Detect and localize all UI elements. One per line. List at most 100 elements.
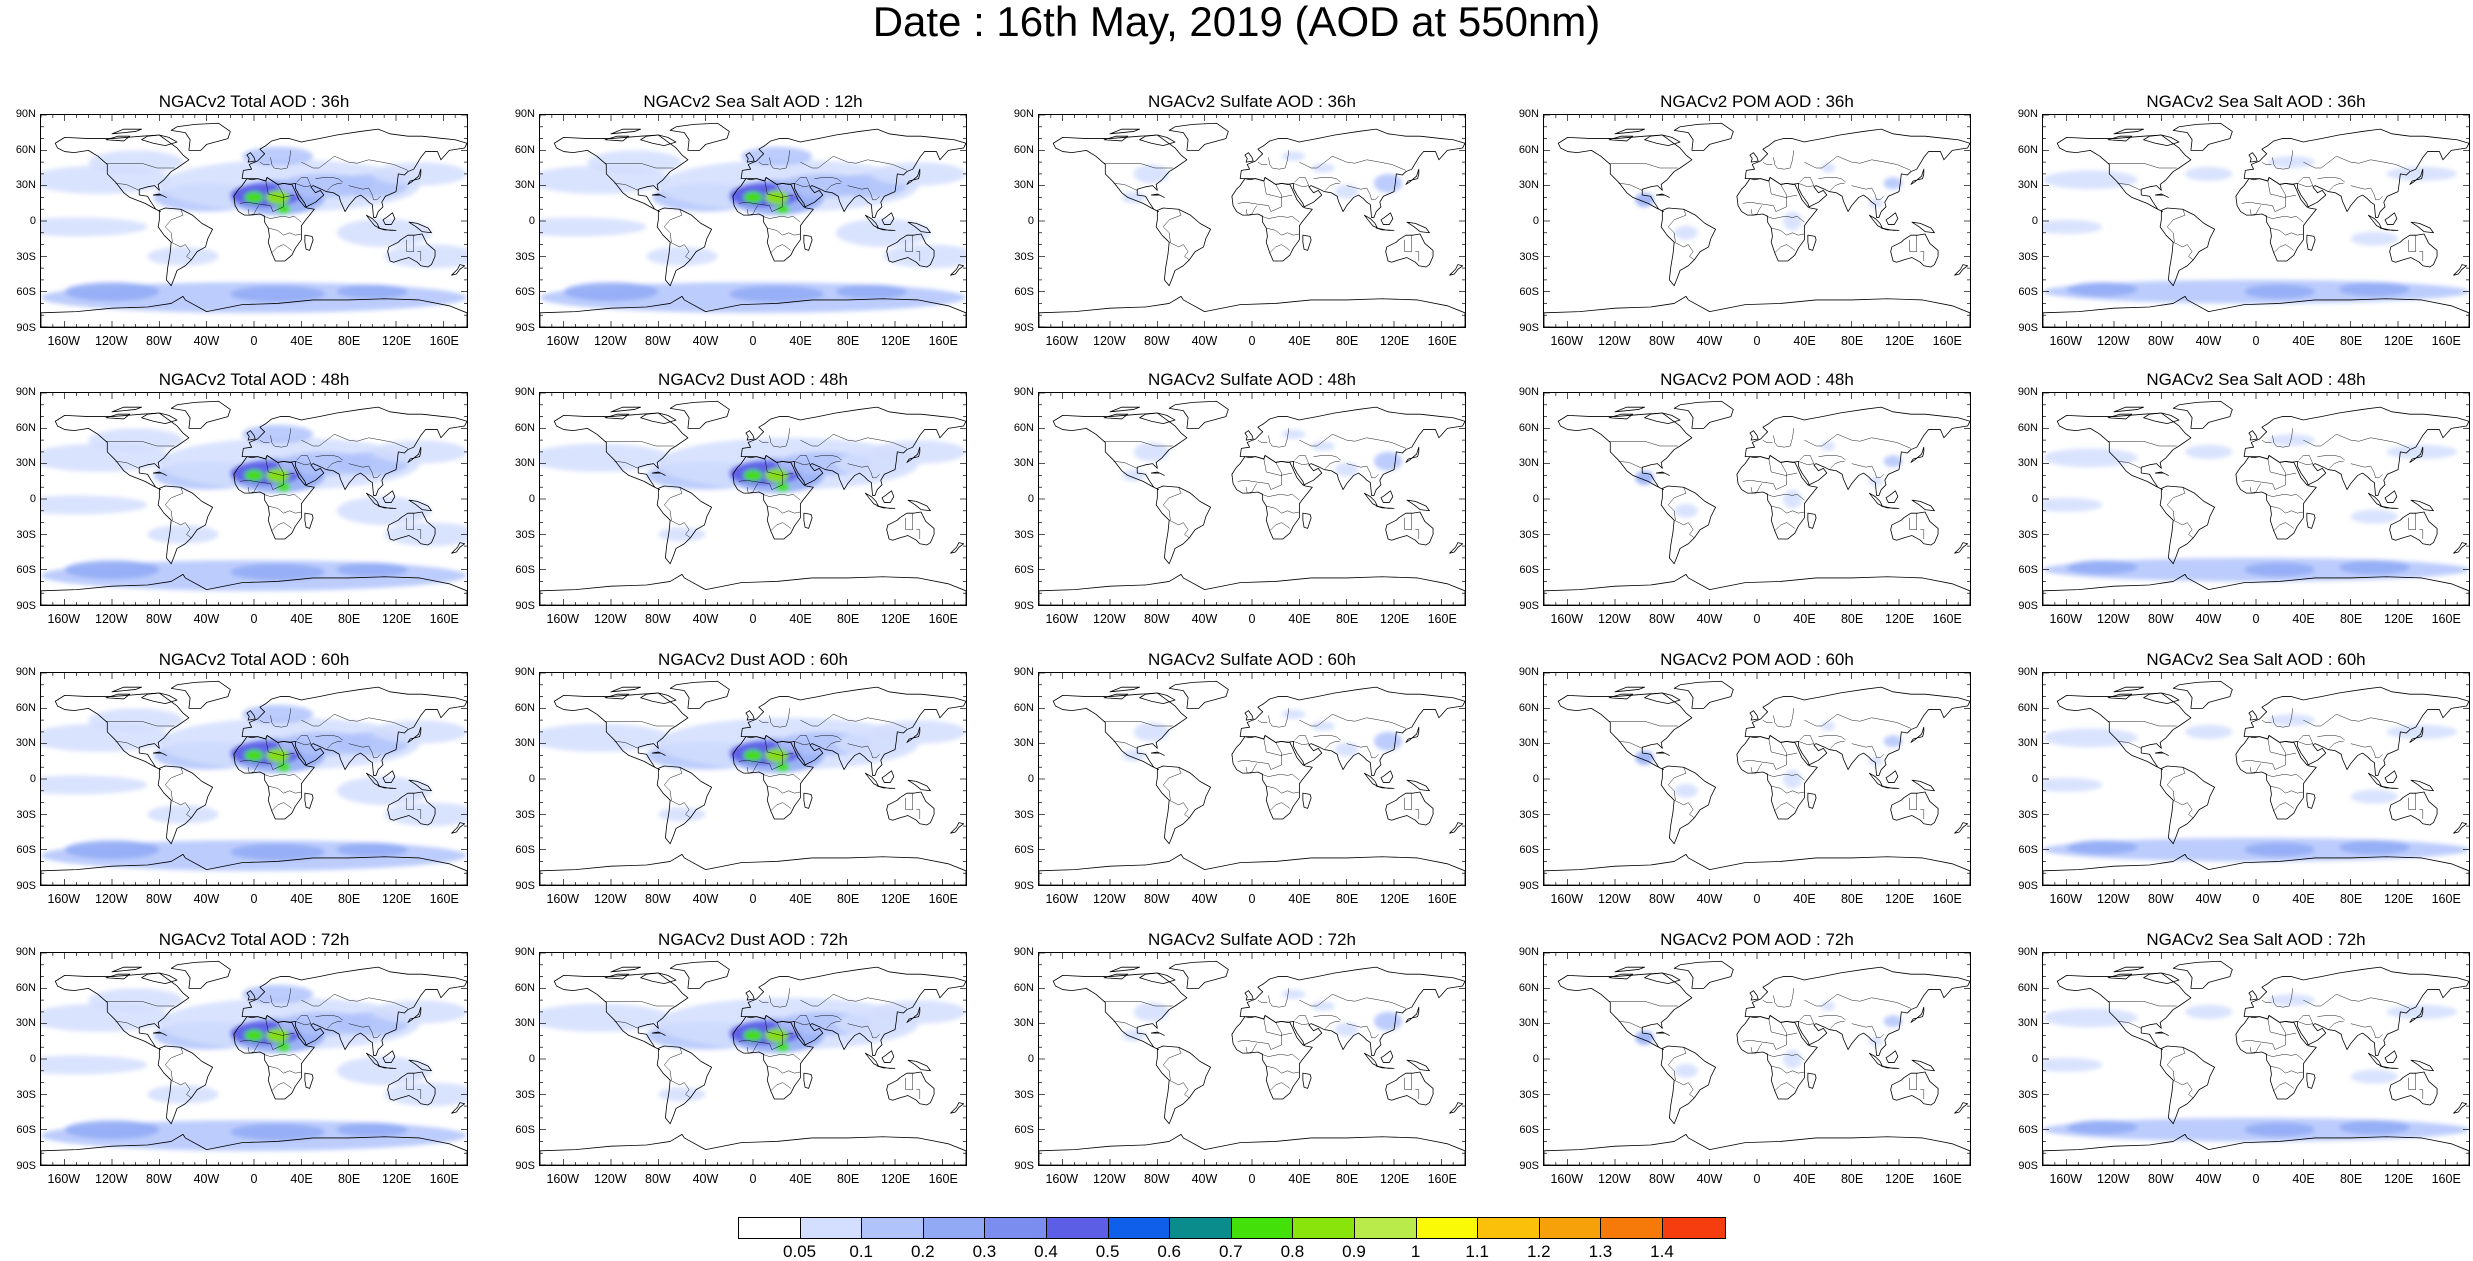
- aod-blob: [2185, 444, 2233, 459]
- country-border: [2261, 439, 2272, 443]
- country-border: [259, 719, 270, 723]
- country-border: [2241, 1022, 2286, 1050]
- coastline: [2248, 430, 2258, 441]
- coastline: [1375, 227, 1395, 231]
- coastline: [2389, 791, 2438, 826]
- country-border: [2117, 1021, 2142, 1029]
- lat-tick-label: 30N: [1518, 457, 1539, 470]
- country-border: [1269, 522, 1290, 531]
- aod-blob: [147, 1084, 219, 1104]
- aod-blob: [384, 802, 467, 827]
- lat-tick-label: 90N: [514, 946, 535, 958]
- country-border: [1618, 741, 1643, 749]
- coastline: [907, 499, 931, 512]
- map-plot-area: [40, 392, 468, 606]
- aod-blob: [835, 284, 907, 299]
- country-border: [2297, 455, 2314, 466]
- country-border: [1169, 520, 1190, 539]
- lat-tick-label: 90N: [514, 386, 535, 398]
- country-border: [1169, 1080, 1190, 1099]
- colorbar-swatch: [923, 1218, 986, 1238]
- country-border: [2370, 1025, 2383, 1039]
- lon-tick-label: 120W: [1093, 334, 1126, 348]
- country-border: [1750, 1043, 1762, 1054]
- coastline: [2243, 406, 2469, 496]
- coastline: [1039, 1133, 1465, 1165]
- country-border: [1667, 1047, 1687, 1081]
- aod-blob: [64, 282, 160, 302]
- lat-tick-label: 90S: [16, 880, 36, 892]
- country-border: [663, 487, 683, 521]
- country-border: [770, 522, 791, 531]
- country-border: [1871, 1025, 1884, 1039]
- aod-blob: [883, 244, 966, 269]
- coastline: [141, 412, 178, 425]
- lon-tick-label: 160E: [1932, 1172, 1962, 1186]
- lat-tick-label: 30N: [15, 179, 36, 192]
- lat-tick-label: 90N: [15, 108, 36, 120]
- coastline: [2409, 168, 2424, 185]
- aod-field: [41, 146, 467, 313]
- lat-tick-label: 0: [29, 1053, 36, 1065]
- lon-tick-label: 40W: [1696, 612, 1723, 626]
- aod-blob: [2350, 789, 2398, 804]
- country-border: [1269, 244, 1290, 253]
- country-border: [1609, 721, 1678, 727]
- coastline: [1231, 735, 1313, 820]
- coastline: [2367, 1052, 2382, 1067]
- aod-blob: [764, 190, 789, 205]
- aod-blob: [2267, 156, 2316, 168]
- coastline: [610, 128, 642, 135]
- aod-blob: [244, 469, 264, 482]
- country-border: [1798, 177, 1815, 188]
- coastline: [2143, 692, 2180, 705]
- coastline: [408, 221, 432, 234]
- lat-tick-label: 90S: [2018, 322, 2038, 334]
- coastline: [451, 822, 466, 834]
- coastline: [170, 400, 231, 429]
- panel-title: NGACv2 Sulfate AOD : 36h: [1148, 92, 1356, 111]
- coastline: [377, 505, 397, 509]
- country-border: [1266, 227, 1300, 236]
- coastline: [1406, 221, 1430, 234]
- country-border: [368, 1025, 381, 1039]
- country-border: [794, 455, 811, 466]
- colorbar: [738, 1217, 1726, 1239]
- country-border: [1768, 738, 1798, 756]
- aod-blob: [1883, 177, 1903, 190]
- country-border: [1415, 529, 1420, 540]
- coastline: [1103, 413, 1129, 420]
- world-map: [41, 115, 467, 327]
- country-border: [1299, 433, 1406, 449]
- aod-blob: [1334, 462, 1359, 477]
- lon-tick-label: 160E: [1932, 334, 1962, 348]
- country-border: [762, 774, 801, 781]
- country-border: [1909, 235, 1917, 252]
- country-border: [1804, 713, 1911, 729]
- coastline: [1736, 735, 1818, 820]
- coastline: [906, 168, 921, 185]
- map-plot-area: [1038, 952, 1466, 1166]
- country-border: [1415, 809, 1420, 820]
- aod-blob: [1883, 455, 1903, 468]
- coastline: [2389, 511, 2438, 546]
- country-border: [327, 183, 342, 191]
- country-border: [1804, 155, 1911, 171]
- coastline: [1673, 960, 1734, 989]
- coastline: [451, 264, 466, 276]
- country-border: [268, 505, 302, 514]
- lat-tick-label: 60S: [1014, 844, 1034, 857]
- lat-tick-label: 60N: [1013, 421, 1034, 434]
- country-border: [2419, 529, 2424, 540]
- country-border: [301, 155, 408, 171]
- country-border: [2267, 458, 2297, 476]
- country-border: [1851, 463, 1872, 468]
- coastline: [1885, 1050, 1899, 1063]
- coastline: [803, 512, 813, 529]
- lat-tick-label: 60S: [1014, 286, 1034, 299]
- coastline: [157, 765, 213, 845]
- lon-tick-label: 80E: [836, 334, 860, 348]
- country-border: [2350, 185, 2371, 190]
- aod-field: [1635, 721, 1903, 798]
- lon-tick-label: 80E: [1335, 1172, 1359, 1186]
